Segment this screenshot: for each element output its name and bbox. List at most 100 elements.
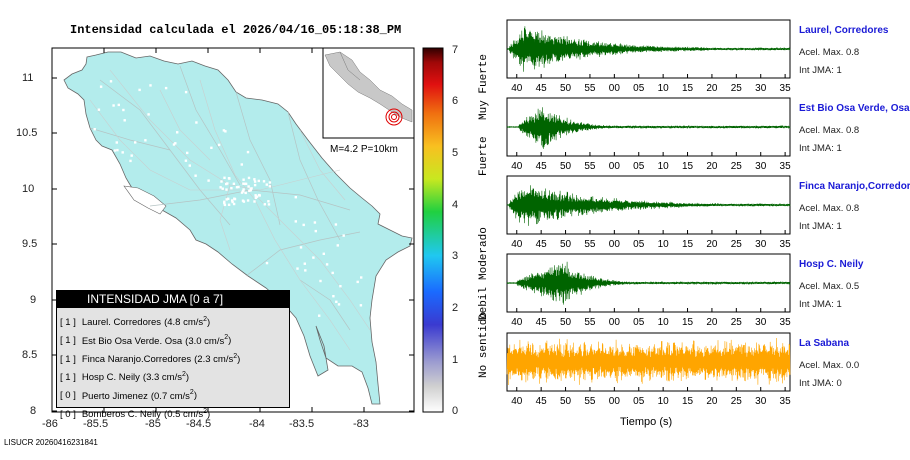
time-tick-label: 35 xyxy=(780,396,792,407)
legend-accel-exponent: 2 xyxy=(224,334,229,342)
station-jma-intensity: Int JMA: 0 xyxy=(799,378,842,389)
settlement-dot xyxy=(225,188,228,191)
lat-label-9: 9 xyxy=(30,294,37,306)
settlement-dot xyxy=(99,150,102,153)
time-tick-label: 20 xyxy=(706,396,718,407)
time-tick-label: 25 xyxy=(731,161,743,172)
time-tick-label: 35 xyxy=(780,317,792,328)
time-tick-label: 50 xyxy=(560,396,572,407)
settlement-dot xyxy=(304,269,307,272)
time-tick-label: 40 xyxy=(511,161,523,172)
settlement-dot xyxy=(176,131,179,134)
legend-accel-close: ) xyxy=(237,353,241,365)
station-name: Est Bio Osa Verde, Osa xyxy=(799,103,910,114)
settlement-dot xyxy=(240,163,243,166)
settlement-dot xyxy=(231,200,234,204)
settlement-dot xyxy=(360,276,363,279)
settlement-dot xyxy=(217,143,221,147)
station-max-accel: Acel. Max. 0.8 xyxy=(799,125,860,136)
settlement-dot xyxy=(263,203,266,206)
colorbar-tick-2: 2 xyxy=(452,302,459,314)
settlement-dot xyxy=(253,183,257,187)
costa-rica-landmass xyxy=(63,51,413,405)
settlement-dot xyxy=(223,176,226,179)
settlement-dot xyxy=(265,261,269,265)
settlement-dot xyxy=(356,280,359,284)
time-tick-label: 40 xyxy=(511,239,523,250)
station-max-accel: Acel. Max. 0.0 xyxy=(799,360,860,371)
settlement-dot xyxy=(318,314,321,317)
settlement-dot xyxy=(359,304,363,307)
colorbar-tick-4: 4 xyxy=(452,199,459,211)
settlement-dot xyxy=(243,182,246,185)
time-tick-label: 55 xyxy=(584,239,596,250)
settlement-dot xyxy=(109,80,113,83)
legend-intensity: [ 1 ] xyxy=(60,335,76,347)
settlement-dot xyxy=(227,203,231,206)
time-tick-label: 45 xyxy=(536,396,548,407)
time-tick-label: 25 xyxy=(731,239,743,250)
legend-accel-close: ) xyxy=(228,335,232,347)
settlement-dot xyxy=(144,139,147,142)
settlement-dot xyxy=(115,141,118,144)
settlement-dot xyxy=(249,189,252,192)
legend-accel-exponent: 2 xyxy=(203,407,208,415)
lon-label-84: -84 xyxy=(249,418,265,430)
settlement-dot xyxy=(184,90,188,94)
legend-row: [ 0 ] Puerto Jimenez (0.7 cm/s2) xyxy=(60,385,289,403)
inset-magnitude-label: M=4.2 P=10km xyxy=(330,144,398,155)
legend-accel-exponent: 2 xyxy=(233,352,238,360)
time-tick-label: 05 xyxy=(633,317,645,328)
lat-label-8-5: 8.5 xyxy=(22,349,38,361)
legend-row: [ 1 ] Hosp C. Neily (3.3 cm/s2) xyxy=(60,367,289,385)
gulf-of-nicoya xyxy=(123,185,167,215)
settlement-dot xyxy=(219,186,222,189)
colorbar-tick-7: 7 xyxy=(452,44,459,56)
settlement-dot xyxy=(222,129,226,132)
lat-label-9-5: 9.5 xyxy=(22,238,38,250)
settlement-dot xyxy=(319,279,322,283)
lat-label-10-5: 10.5 xyxy=(16,127,38,139)
station-name: Laurel, Corredores xyxy=(799,25,889,36)
legend-station: Laurel. Corredores xyxy=(81,317,162,329)
settlement-dot xyxy=(268,181,272,184)
legend-accel-exponent: 2 xyxy=(203,316,208,323)
settlement-dot xyxy=(129,159,132,163)
legend-station: Hosp C. Neily xyxy=(81,372,140,384)
legend-intensity: [ 1 ] xyxy=(60,372,76,384)
settlement-dot xyxy=(233,197,236,200)
time-tick-label: 10 xyxy=(658,161,670,172)
time-tick-label: 10 xyxy=(658,317,670,328)
settlement-dot xyxy=(122,108,125,112)
settlement-dot xyxy=(186,151,189,155)
legend-intensity: [ 0 ] xyxy=(60,390,76,402)
time-tick-label: 50 xyxy=(560,161,572,172)
time-tick-label: 05 xyxy=(633,83,645,94)
time-tick-label: 30 xyxy=(755,83,767,94)
time-tick-label: 05 xyxy=(633,396,645,407)
time-tick-label: 25 xyxy=(731,396,743,407)
legend-accel-close: ) xyxy=(185,372,190,384)
settlement-dot xyxy=(237,185,240,189)
settlement-dot xyxy=(164,86,168,90)
time-tick-label: 15 xyxy=(682,83,694,94)
settlement-dot xyxy=(231,199,234,202)
inset-nicaragua-border xyxy=(339,51,361,81)
settlement-dot xyxy=(299,246,303,249)
settlement-dot xyxy=(93,128,96,131)
footer-id: LISUCR 20260416231841 xyxy=(4,438,98,447)
time-tick-label: 25 xyxy=(731,317,743,328)
inset-landmass xyxy=(324,51,413,123)
legend-accel-close: ) xyxy=(193,390,197,402)
settlement-dot xyxy=(254,194,257,197)
legend-row: [ 1 ] Est Bio Osa Verde. Osa (3.0 cm/s2) xyxy=(60,330,289,348)
station-name: Finca Naranjo,Corredores xyxy=(799,181,910,192)
legend-accel: (3.0 cm/s xyxy=(185,335,225,347)
legend-accel-close: ) xyxy=(207,317,211,329)
colorbar-tick-6: 6 xyxy=(452,95,459,107)
settlement-dot xyxy=(253,200,256,203)
settlement-dot xyxy=(116,148,119,152)
waveform-series xyxy=(506,26,791,72)
settlement-dot xyxy=(194,174,197,177)
time-tick-label: 05 xyxy=(633,239,645,250)
